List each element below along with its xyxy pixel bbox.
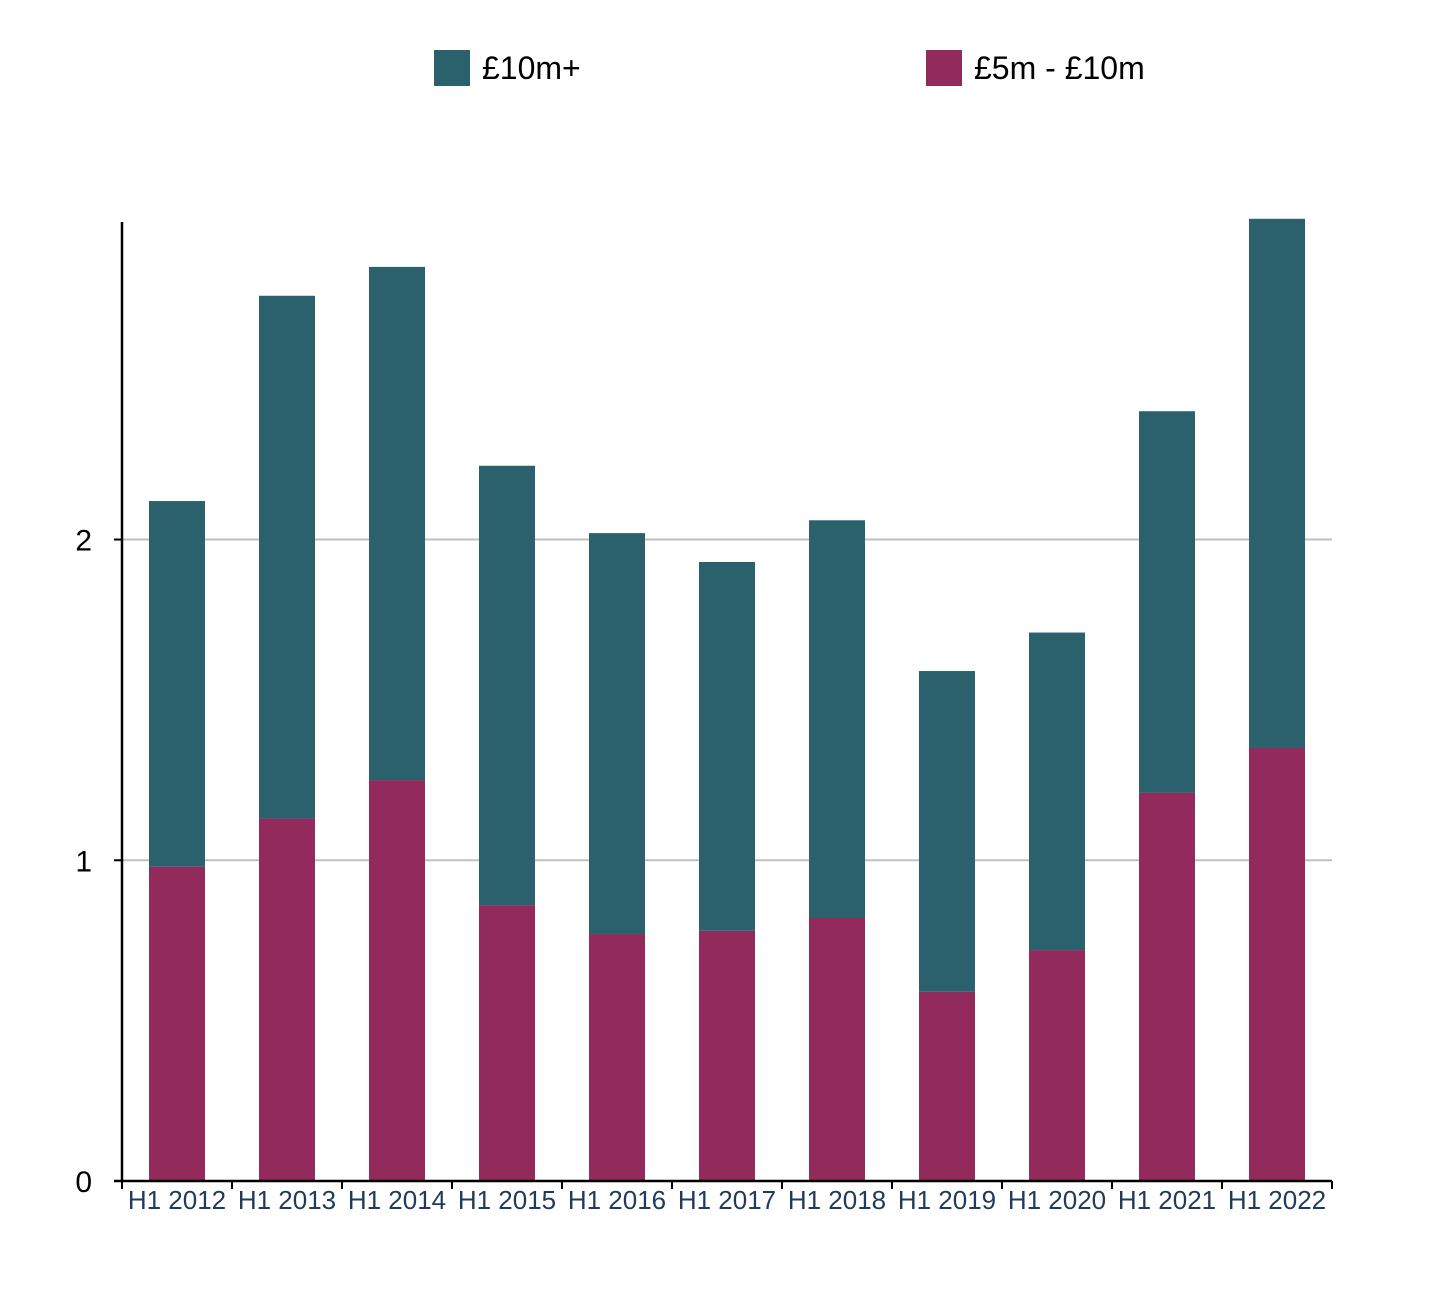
bar-segment — [149, 501, 205, 867]
x-tick-label: H1 2020 — [1008, 1185, 1106, 1215]
bar-segment — [589, 533, 645, 935]
y-tick-labels: 0 1 2 — [75, 525, 92, 1199]
y-tick-label: 1 — [75, 845, 92, 878]
x-tick-label: H1 2019 — [898, 1185, 996, 1215]
bar-segment — [919, 991, 975, 1181]
bar-segment — [1139, 411, 1195, 793]
x-tick-label: H1 2013 — [238, 1185, 336, 1215]
bar-segment — [1139, 792, 1195, 1181]
x-tick-label: H1 2016 — [568, 1185, 666, 1215]
bar-segment — [809, 520, 865, 918]
chart-legend: £10m+ £5m - £10m — [0, 48, 1431, 88]
bar-segment — [589, 934, 645, 1181]
bar-segment — [699, 561, 755, 931]
bar-segment — [149, 866, 205, 1181]
x-tick-label: H1 2018 — [788, 1185, 886, 1215]
legend-label-5m-10m: £5m - £10m — [974, 49, 1145, 86]
bar-segment — [369, 780, 425, 1181]
y-tick-label: 0 — [75, 1166, 92, 1199]
legend-item-10m-plus: £10m+ — [434, 48, 581, 88]
legend-swatch-5m-10m — [926, 50, 962, 86]
bars — [149, 218, 1305, 1181]
x-tick-label: H1 2014 — [348, 1185, 446, 1215]
x-tick-label: H1 2015 — [458, 1185, 556, 1215]
legend-label-10m-plus: £10m+ — [482, 49, 581, 86]
bar-segment — [479, 465, 535, 906]
x-tick-labels: H1 2012 H1 2013 H1 2014 H1 2015 H1 2016 H1 20… — [128, 1185, 1326, 1215]
axes — [114, 222, 1333, 1189]
bar-segment — [1249, 748, 1305, 1181]
bar-segment — [479, 905, 535, 1181]
x-tick-label: H1 2021 — [1118, 1185, 1216, 1215]
y-tick-label: 2 — [75, 525, 92, 558]
bar-segment — [1029, 632, 1085, 951]
bar-segment — [1249, 218, 1305, 749]
bar-segment — [699, 930, 755, 1181]
x-tick-label: H1 2017 — [678, 1185, 776, 1215]
x-tick-label: H1 2012 — [128, 1185, 226, 1215]
bar-segment — [259, 295, 315, 819]
x-tick-label: H1 2022 — [1228, 1185, 1326, 1215]
bar-segment — [1029, 950, 1085, 1181]
legend-swatch-10m-plus — [434, 50, 470, 86]
bar-segment — [369, 266, 425, 781]
bar-segment — [919, 671, 975, 992]
bar-segment — [809, 917, 865, 1181]
legend-item-5m-10m: £5m - £10m — [926, 48, 1145, 88]
bar-segment — [259, 818, 315, 1181]
